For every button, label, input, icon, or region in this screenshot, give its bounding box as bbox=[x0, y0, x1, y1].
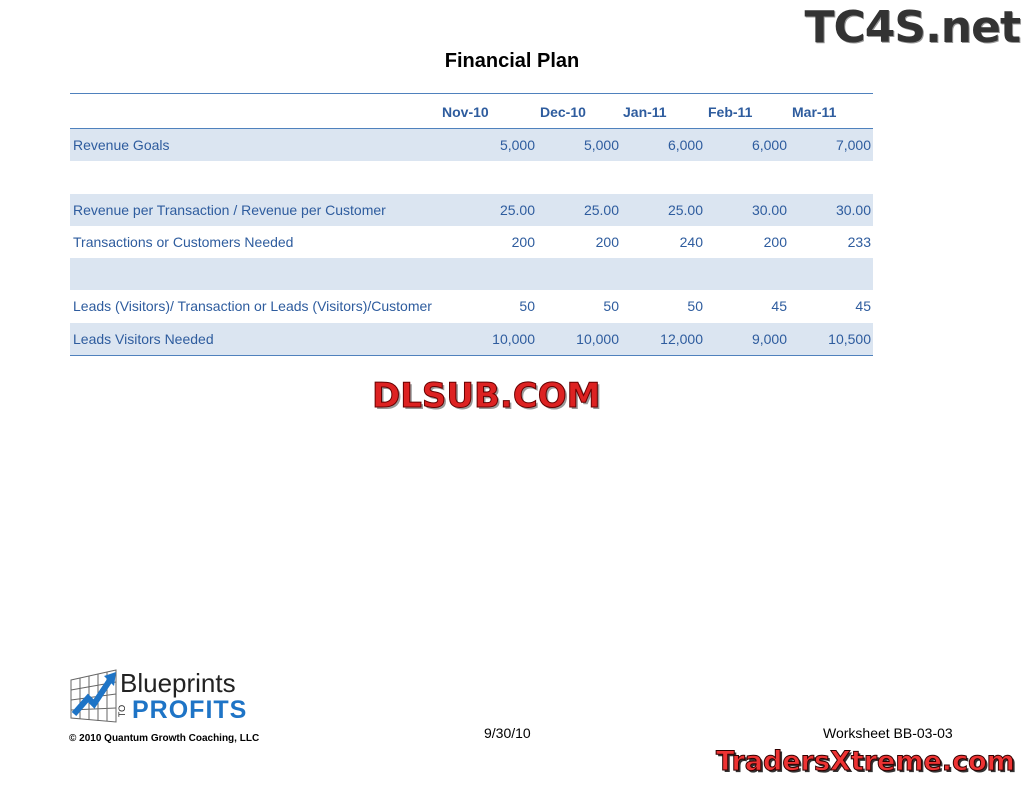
watermark-tc4s: TC4S.net bbox=[804, 2, 1021, 53]
row-value: 6,000 bbox=[751, 137, 787, 153]
row-value: 7,000 bbox=[835, 137, 871, 153]
row-label: Revenue Goals bbox=[73, 137, 170, 153]
column-header: Jan-11 bbox=[623, 104, 667, 120]
row-label: Revenue per Transaction / Revenue per Cu… bbox=[73, 201, 386, 218]
page-title: Financial Plan bbox=[444, 50, 580, 72]
row-value: 240 bbox=[679, 233, 703, 250]
table-row: Revenue Goals 5,000 5,000 6,000 6,000 7,000 bbox=[70, 129, 873, 162]
table-row bbox=[70, 161, 873, 193]
row-value: 25.00 bbox=[499, 201, 535, 218]
table-row: Transactions or Customers Needed 200 200 24… bbox=[70, 226, 873, 258]
row-value: 9,000 bbox=[751, 330, 787, 347]
column-header: Mar-11 bbox=[792, 104, 837, 120]
row-value: 200 bbox=[763, 233, 787, 250]
table-row bbox=[70, 258, 873, 291]
footer-date: 9/30/10 bbox=[484, 725, 531, 741]
row-value: 200 bbox=[511, 233, 535, 250]
row-value: 200 bbox=[595, 233, 619, 250]
row-value: 50 bbox=[519, 298, 535, 315]
row-value: 12,000 bbox=[660, 330, 703, 347]
row-value: 45 bbox=[771, 298, 787, 315]
column-header: Feb-11 bbox=[708, 104, 753, 120]
row-value: 10,000 bbox=[492, 330, 535, 347]
logo-text-profits: PROFITS bbox=[132, 696, 248, 724]
table-row: Leads Visitors Needed 10,000 10,000 12,000 9… bbox=[70, 322, 873, 356]
logo-text-to: TO bbox=[117, 704, 128, 718]
worksheet-id: Worksheet BB-03-03 bbox=[823, 725, 953, 741]
row-value: 25.00 bbox=[667, 201, 703, 218]
row-value: 25.00 bbox=[583, 201, 619, 218]
row-label: Transactions or Customers Needed bbox=[73, 233, 294, 250]
row-label: Leads Visitors Needed bbox=[73, 330, 214, 347]
row-value: 5,000 bbox=[499, 137, 535, 153]
table-row: Leads (Visitors)/ Transaction or Leads (… bbox=[70, 290, 873, 322]
logo-text-blueprints: Blueprints bbox=[120, 668, 236, 698]
row-value: 233 bbox=[847, 233, 871, 250]
row-value: 30.00 bbox=[751, 201, 787, 218]
watermark-tradersxtreme: TradersXtreme.com bbox=[716, 746, 1016, 778]
table-row: Revenue per Transaction / Revenue per Cu… bbox=[70, 193, 873, 226]
row-value: 30.00 bbox=[835, 201, 871, 218]
copyright: © 2010 Quantum Growth Coaching, LLC bbox=[69, 733, 260, 744]
column-header: Dec-10 bbox=[540, 104, 586, 120]
watermark-dlsub: DLSUB.COM bbox=[372, 376, 602, 417]
row-value: 10,000 bbox=[576, 330, 619, 347]
column-header: Nov-10 bbox=[442, 104, 489, 120]
row-value: 6,000 bbox=[667, 137, 703, 153]
row-value: 45 bbox=[855, 298, 871, 315]
row-value: 5,000 bbox=[583, 137, 619, 153]
table-header: Nov-10 Dec-10 Jan-11 Feb-11 Mar-11 bbox=[70, 94, 873, 129]
row-value: 50 bbox=[603, 298, 619, 315]
blueprints-logo: Blueprints TO PROFITS bbox=[68, 668, 268, 728]
financial-plan-table: Nov-10 Dec-10 Jan-11 Feb-11 Mar-11 Reven… bbox=[70, 93, 873, 357]
row-value: 10,500 bbox=[828, 330, 871, 347]
row-label: Leads (Visitors)/ Transaction or Leads (… bbox=[73, 298, 432, 315]
chart-grid-icon bbox=[70, 669, 117, 723]
row-value: 50 bbox=[687, 298, 703, 315]
